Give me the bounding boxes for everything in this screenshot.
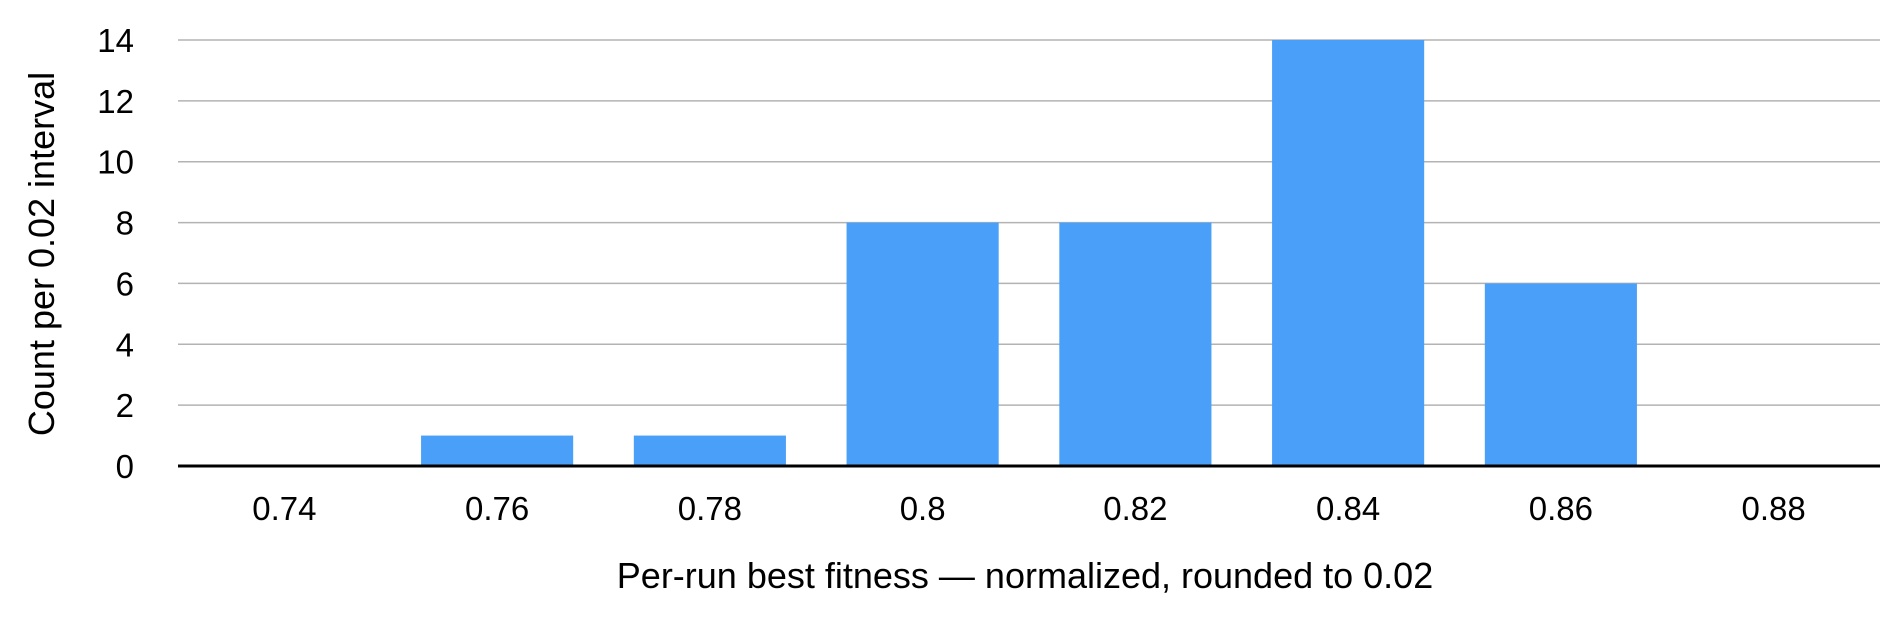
y-tick-label: 14 bbox=[97, 22, 134, 59]
bar bbox=[846, 222, 999, 466]
bar bbox=[421, 435, 574, 466]
x-tick-label: 0.82 bbox=[1103, 490, 1167, 527]
y-tick-label: 10 bbox=[97, 144, 134, 181]
x-tick-label: 0.76 bbox=[465, 490, 529, 527]
y-tick-label: 6 bbox=[116, 265, 134, 302]
y-tick-label: 8 bbox=[116, 205, 134, 242]
gridlines bbox=[178, 39, 1880, 406]
x-tick-label: 0.74 bbox=[252, 490, 316, 527]
bars bbox=[421, 40, 1637, 466]
x-tick-label: 0.78 bbox=[678, 490, 742, 527]
y-tick-label: 12 bbox=[97, 83, 134, 120]
x-tick-labels: 0.74 0.76 0.78 0.8 0.82 0.84 0.86 0.88 bbox=[252, 490, 1805, 527]
y-tick-labels: 0 2 4 6 8 10 12 14 bbox=[97, 22, 134, 485]
x-tick-label: 0.84 bbox=[1316, 490, 1380, 527]
bar bbox=[633, 435, 786, 466]
y-axis-title: Count per 0.02 interval bbox=[21, 72, 62, 436]
y-tick-label: 2 bbox=[116, 387, 134, 424]
x-tick-label: 0.8 bbox=[900, 490, 946, 527]
x-tick-label: 0.88 bbox=[1742, 490, 1806, 527]
y-tick-label: 4 bbox=[116, 326, 134, 363]
y-tick-label: 0 bbox=[116, 448, 134, 485]
x-tick-label: 0.86 bbox=[1529, 490, 1593, 527]
bar bbox=[1272, 40, 1425, 466]
x-axis-title: Per-run best fitness — normalized, round… bbox=[617, 555, 1433, 596]
bar bbox=[1484, 283, 1637, 466]
bar bbox=[1059, 222, 1212, 466]
